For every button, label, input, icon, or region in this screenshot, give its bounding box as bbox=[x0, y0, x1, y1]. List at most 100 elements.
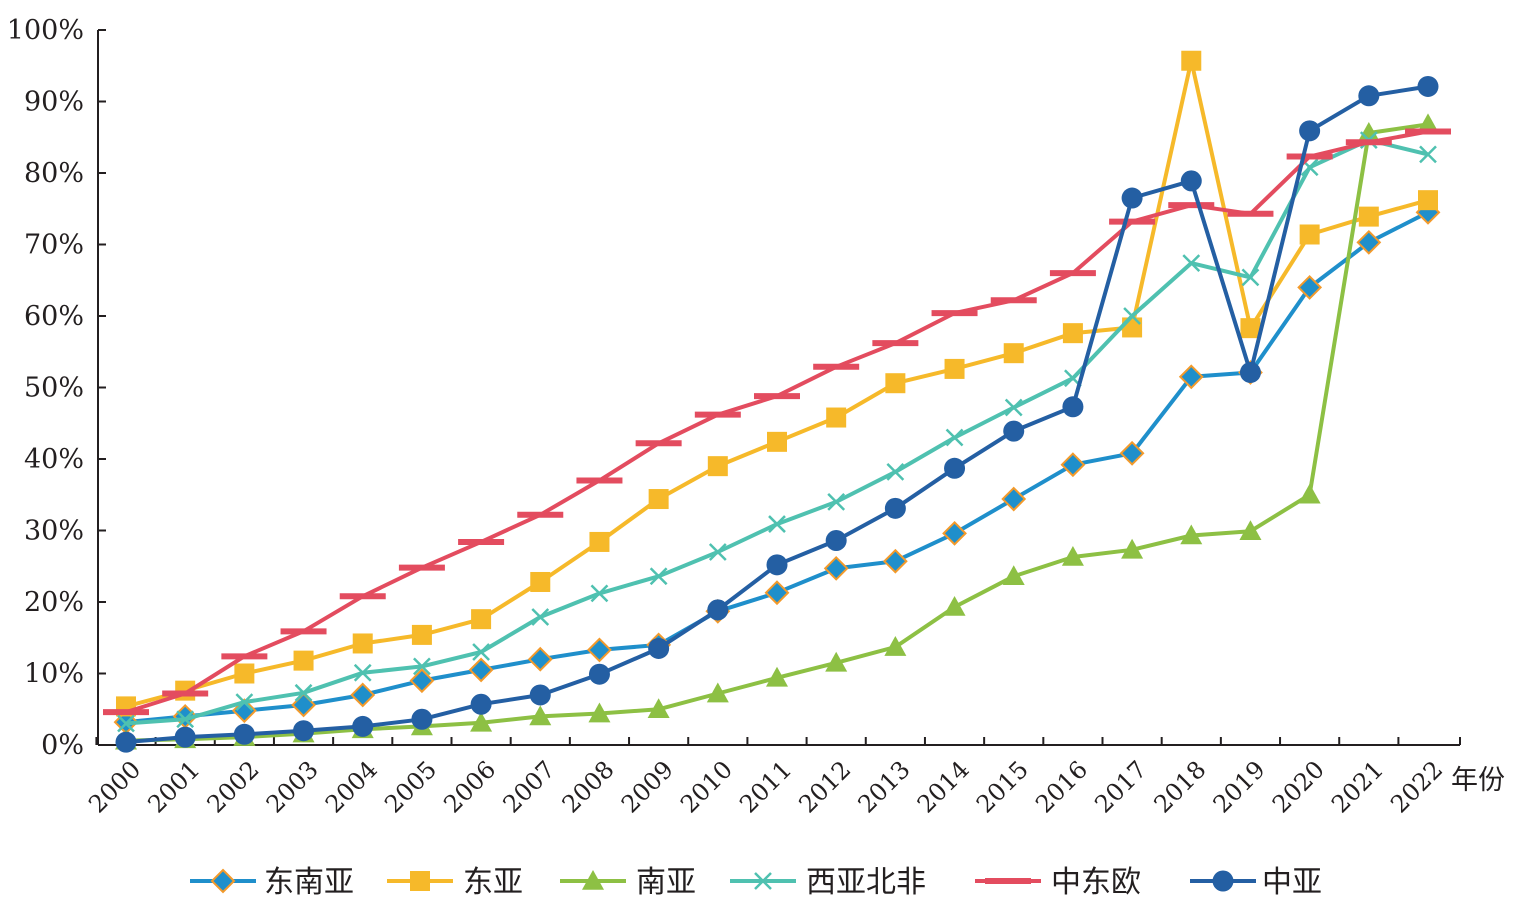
data-point bbox=[708, 543, 727, 561]
data-point bbox=[706, 682, 729, 703]
data-point bbox=[826, 407, 847, 428]
legend-label: 中亚 bbox=[1262, 865, 1322, 900]
data-point bbox=[293, 650, 314, 671]
y-tick-label: 40% bbox=[24, 444, 84, 475]
data-point bbox=[1240, 318, 1261, 339]
series-line bbox=[125, 210, 1429, 725]
data-point bbox=[1003, 420, 1025, 442]
data-point bbox=[1123, 307, 1141, 325]
y-tick-label: 60% bbox=[24, 301, 84, 332]
data-point bbox=[235, 693, 254, 711]
data-point bbox=[648, 489, 669, 510]
data-point bbox=[1060, 452, 1086, 478]
data-point bbox=[1121, 187, 1143, 209]
data-point bbox=[1119, 440, 1145, 466]
y-tick-label: 100% bbox=[7, 15, 84, 46]
legend-item: 中亚 bbox=[1190, 865, 1322, 900]
legend-marker bbox=[1212, 870, 1234, 892]
data-point bbox=[294, 683, 313, 702]
data-point bbox=[472, 643, 490, 661]
legend-item: 南亚 bbox=[560, 865, 696, 900]
data-point bbox=[766, 666, 788, 687]
data-point bbox=[823, 555, 849, 581]
data-point bbox=[707, 599, 729, 621]
data-point bbox=[1002, 565, 1025, 586]
x-tick-label: 2012 bbox=[793, 755, 856, 818]
data-point bbox=[115, 731, 137, 753]
data-point bbox=[527, 646, 553, 672]
legend-label: 西亚北非 bbox=[806, 865, 926, 900]
data-point bbox=[1062, 396, 1084, 418]
data-point bbox=[1417, 113, 1439, 134]
x-tick-label: 2008 bbox=[557, 755, 620, 818]
data-point bbox=[234, 663, 255, 684]
data-point bbox=[1418, 190, 1438, 211]
data-point bbox=[884, 497, 906, 519]
data-point bbox=[1241, 268, 1260, 287]
legend-label: 东亚 bbox=[463, 865, 523, 900]
legend-item: 西亚北非 bbox=[730, 865, 926, 900]
data-point bbox=[589, 531, 610, 552]
data-point bbox=[174, 726, 196, 748]
data-point bbox=[529, 705, 552, 726]
data-point bbox=[1061, 545, 1084, 566]
data-point bbox=[1299, 120, 1321, 142]
y-tick-label: 50% bbox=[24, 373, 84, 404]
legend-label: 南亚 bbox=[636, 865, 696, 900]
legend: 东南亚 东亚 南亚 西亚北非 中东欧 中亚 bbox=[190, 865, 1322, 900]
data-point bbox=[886, 462, 905, 481]
data-point bbox=[707, 456, 728, 477]
data-point bbox=[176, 710, 195, 729]
data-point bbox=[1417, 75, 1439, 97]
series-6 bbox=[115, 75, 1439, 753]
series-3 bbox=[115, 113, 1439, 750]
data-point bbox=[1181, 50, 1202, 71]
data-point bbox=[352, 633, 373, 654]
data-point bbox=[413, 657, 431, 676]
data-point bbox=[945, 428, 964, 447]
data-point bbox=[353, 663, 372, 682]
data-point bbox=[1299, 224, 1320, 245]
data-point bbox=[882, 548, 908, 574]
x-tick-label: 2017 bbox=[1089, 755, 1152, 818]
series-line bbox=[125, 84, 1429, 745]
x-tick-label: 2018 bbox=[1149, 755, 1212, 818]
y-tick-label: 70% bbox=[24, 230, 84, 261]
data-point bbox=[470, 693, 492, 715]
series-line bbox=[125, 138, 1429, 726]
data-point bbox=[1358, 206, 1379, 227]
data-point bbox=[1298, 483, 1321, 504]
x-tick-label: 2005 bbox=[379, 755, 442, 818]
data-point bbox=[470, 711, 493, 732]
data-point bbox=[291, 692, 316, 718]
data-point bbox=[233, 723, 255, 745]
data-point bbox=[1419, 145, 1437, 164]
data-point bbox=[944, 358, 965, 379]
y-tick-label: 90% bbox=[24, 87, 84, 118]
x-tick-label: 2020 bbox=[1267, 755, 1330, 818]
y-tick-label: 20% bbox=[24, 587, 84, 618]
legend-marker bbox=[582, 870, 604, 890]
legend-label: 东南亚 bbox=[264, 865, 354, 900]
legend-label: 中东欧 bbox=[1051, 865, 1141, 900]
y-tick-label: 10% bbox=[24, 659, 84, 690]
legend-marker bbox=[410, 871, 430, 891]
data-point bbox=[764, 580, 790, 606]
data-point bbox=[1122, 317, 1143, 338]
data-point bbox=[827, 493, 846, 511]
x-tick-label: 2014 bbox=[912, 755, 975, 818]
data-point bbox=[1178, 364, 1204, 390]
x-tick-label: 2021 bbox=[1326, 755, 1389, 818]
data-point bbox=[766, 554, 788, 576]
x-tick-label: 2010 bbox=[675, 755, 738, 818]
data-point bbox=[530, 571, 551, 592]
x-ticks: 2000200120022003200420052006200720082009… bbox=[83, 737, 1461, 818]
legend-item: 东亚 bbox=[387, 865, 523, 900]
data-point bbox=[1182, 254, 1201, 272]
x-tick-label: 2016 bbox=[1030, 755, 1093, 818]
series-line bbox=[125, 129, 1429, 715]
x-tick-label: 2011 bbox=[734, 755, 797, 818]
data-point bbox=[588, 702, 611, 723]
data-point bbox=[825, 651, 848, 672]
